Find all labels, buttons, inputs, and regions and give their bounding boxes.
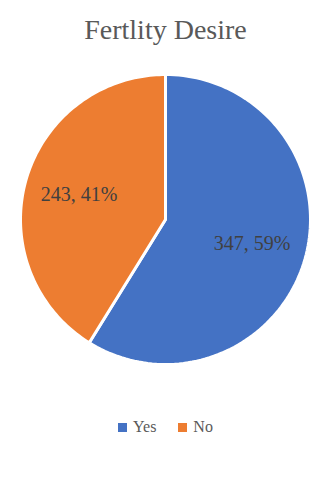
html-text:Fertlity Desire: Fertlity Desire: [84, 14, 247, 45]
svg-text:347, 59%: 347, 59%: [214, 232, 291, 254]
html-text:No: No: [193, 418, 213, 435]
svg-text:243, 41%: 243, 41%: [41, 183, 118, 205]
html-text:Yes: Yes: [133, 418, 157, 435]
